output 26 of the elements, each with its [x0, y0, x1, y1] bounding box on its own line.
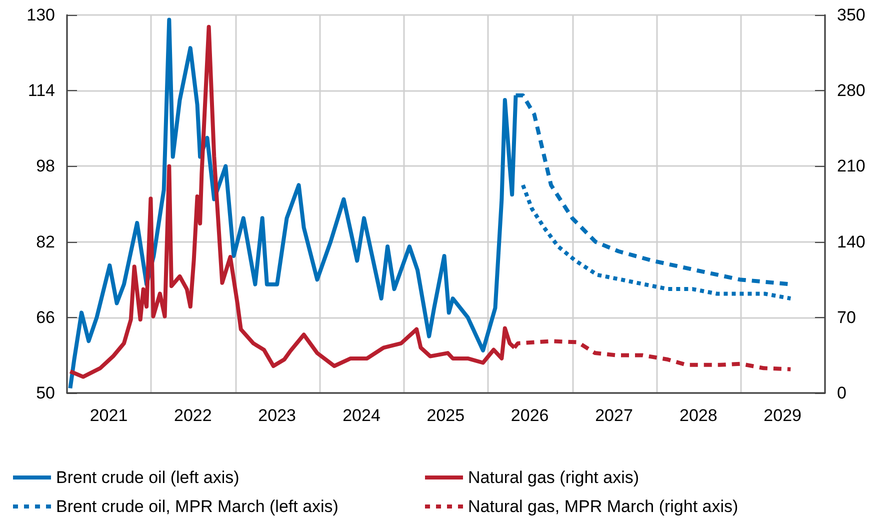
x-tick-label: 2022 — [174, 406, 212, 425]
y-tick-label: 98 — [36, 156, 55, 176]
x-tick-label: 2023 — [258, 406, 296, 425]
y-tick-label: 114 — [28, 81, 55, 100]
x-tick-label: 2027 — [595, 406, 633, 425]
y2-tick-label: 70 — [837, 308, 856, 327]
line-series — [520, 183, 793, 300]
x-tick-label: 2028 — [679, 406, 718, 425]
x-tick-label: 2021 — [90, 406, 128, 425]
legend-label: Brent crude oil (left axis) — [56, 468, 240, 487]
x-tick-label: 2024 — [342, 406, 380, 425]
legend-label: Natural gas, MPR March (right axis) — [468, 497, 738, 516]
x-tick-label: 2029 — [764, 406, 802, 425]
x-tick-label: 2025 — [426, 406, 465, 425]
y2-tick-label: 350 — [837, 6, 866, 24]
y2-tick-label: 280 — [837, 81, 866, 100]
y-tick-label: 130 — [26, 6, 55, 24]
y2-tick-label: 140 — [837, 232, 866, 252]
y2-tick-label: 0 — [837, 384, 846, 402]
y-tick-label: 50 — [36, 384, 55, 402]
y-tick-label: 66 — [36, 308, 55, 327]
y-tick-label: 82 — [36, 232, 55, 252]
legend-label: Brent crude oil, MPR March (left axis) — [56, 497, 338, 516]
y2-tick-label: 210 — [837, 156, 866, 176]
x-tick-label: 2026 — [510, 406, 549, 425]
legend-label: Natural gas (right axis) — [468, 468, 640, 487]
